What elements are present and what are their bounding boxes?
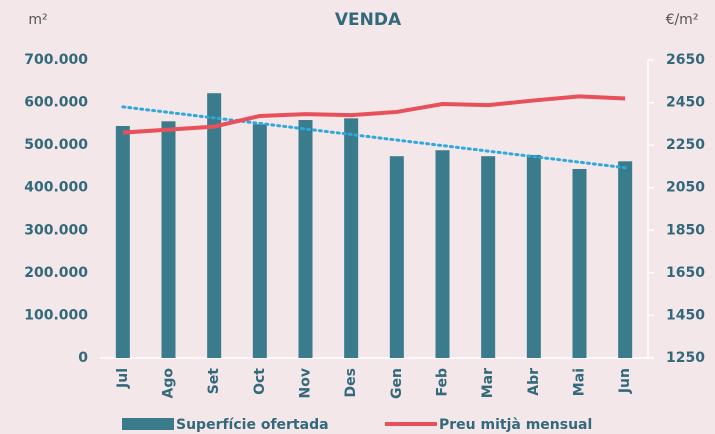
legend-label: Superfície ofertada: [176, 417, 329, 433]
bar: [298, 120, 313, 358]
y2-tick-label: 1450: [666, 307, 705, 323]
y-tick-label: 500.000: [24, 137, 88, 153]
bar: [526, 154, 541, 358]
x-tick-label: Nov: [298, 368, 314, 398]
y2-tick-label: 1650: [666, 265, 705, 281]
bar: [252, 124, 267, 358]
y2-tick-label: 2450: [666, 95, 705, 111]
x-tick-label: Mai: [572, 368, 588, 396]
bar: [344, 118, 359, 358]
x-tick-label: Gen: [389, 368, 405, 399]
bar: [115, 125, 130, 358]
x-tick-label: Jul: [115, 368, 131, 389]
y2-tick-label: 2250: [666, 137, 705, 153]
y-tick-label: 600.000: [24, 95, 88, 111]
bar: [435, 150, 450, 358]
y-tick-label: 300.000: [24, 222, 88, 238]
y2-tick-label: 1850: [666, 222, 705, 238]
x-tick-label: Oct: [252, 368, 268, 395]
x-tick-label: Jun: [617, 368, 633, 394]
legend-swatch: [122, 418, 174, 430]
x-tick-label: Set: [206, 368, 222, 395]
bar: [207, 93, 222, 358]
legend-label: Preu mitjà mensual: [439, 417, 592, 433]
trendline: [121, 105, 627, 170]
x-tick-label: Feb: [435, 368, 451, 397]
y2-tick-label: 2050: [666, 180, 705, 196]
x-tick-label: Mar: [480, 368, 496, 398]
y-tick-label: 700.000: [24, 52, 88, 68]
x-tick-label: Des: [343, 368, 359, 397]
y-tick-label: 100.000: [24, 307, 88, 323]
y2-axis-label: €/m²: [666, 12, 699, 28]
y-tick-label: 0: [78, 350, 88, 366]
bar: [481, 156, 496, 358]
y-axis-label: m²: [28, 12, 47, 28]
x-tick-label: Ago: [161, 368, 177, 399]
y2-tick-label: 2650: [666, 52, 705, 68]
chart-title: VENDA: [335, 10, 402, 30]
bar: [389, 156, 404, 358]
x-tick-label: Abr: [526, 368, 542, 396]
bar: [161, 121, 176, 358]
bar: [572, 168, 587, 358]
y-tick-label: 200.000: [24, 265, 88, 281]
y2-tick-label: 1250: [666, 350, 705, 366]
line: [122, 94, 626, 135]
y-tick-label: 400.000: [24, 180, 88, 196]
bar: [618, 161, 633, 358]
